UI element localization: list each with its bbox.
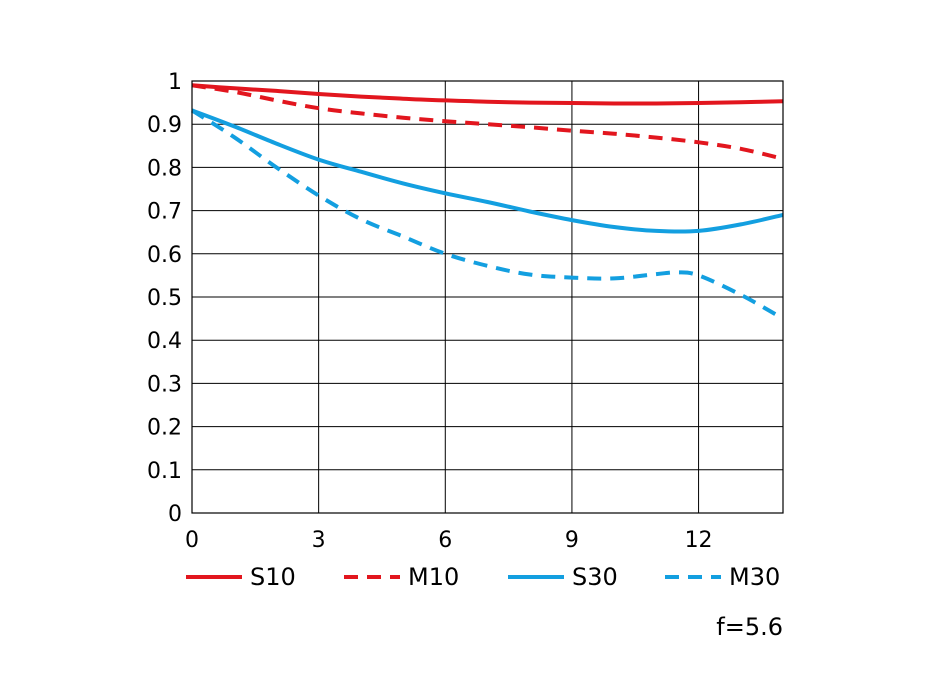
aperture-annotation: f=5.6 — [716, 613, 783, 641]
series-line-m10 — [191, 83, 784, 161]
y-tick-label: 0 — [168, 502, 182, 527]
y-tick-label: 0.6 — [147, 243, 182, 268]
plot-frame — [191, 80, 784, 514]
y-tick-label: 1 — [168, 70, 182, 95]
series-line-m30 — [190, 108, 784, 321]
legend-label-s10: S10 — [250, 563, 296, 591]
y-tick-label: 0.1 — [147, 459, 182, 484]
series-line-s30 — [191, 108, 784, 234]
legend-label-m30: M30 — [729, 563, 780, 591]
x-tick-label: 9 — [565, 528, 579, 553]
y-tick-label: 0.8 — [147, 156, 182, 181]
legend-label-m10: M10 — [408, 563, 459, 591]
y-tick-label: 0.3 — [147, 372, 182, 397]
y-axis-ticks: 0 0.1 0.2 0.3 0.4 0.5 0.6 0.7 0.8 0.9 1 — [147, 70, 182, 527]
x-tick-label: 0 — [185, 528, 199, 553]
y-tick-label: 0.2 — [147, 416, 182, 441]
x-tick-label: 6 — [438, 528, 452, 553]
y-tick-label: 0.5 — [147, 286, 182, 311]
x-axis-ticks: 0 3 6 9 12 — [185, 528, 713, 553]
y-tick-label: 0.4 — [147, 329, 182, 354]
y-tick-label: 0.7 — [147, 200, 182, 225]
legend-label-s30: S30 — [572, 563, 618, 591]
x-tick-label: 12 — [685, 528, 713, 553]
series-line-s10 — [191, 83, 784, 106]
x-tick-label: 3 — [312, 528, 326, 553]
legend: S10 M10 S30 M30 — [186, 563, 780, 591]
y-tick-label: 0.9 — [147, 113, 182, 138]
series-lines — [190, 83, 784, 321]
